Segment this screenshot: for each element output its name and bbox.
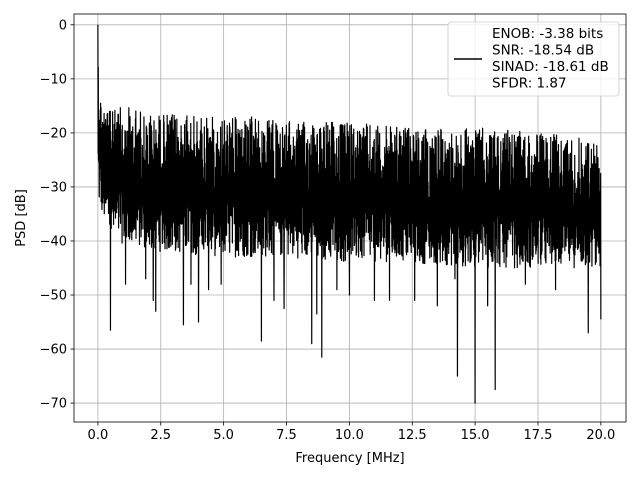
x-axis-label: Frequency [MHz] [295, 451, 404, 466]
x-tick-label: 12.5 [398, 428, 427, 443]
legend-box [447, 21, 620, 97]
legend-entry-sfdr: SFDR: 1.87 [492, 76, 567, 92]
x-tick-label: 15.0 [461, 428, 490, 443]
x-tick-label: 5.0 [213, 428, 234, 443]
psd-series-line [97, 24, 602, 404]
legend: ENOB: -3.38 bits SNR: -18.54 dB SINAD: -… [447, 21, 620, 97]
x-tick-label: 2.5 [150, 428, 171, 443]
legend-entry-sinad: SINAD: -18.61 dB [492, 59, 609, 75]
y-tick-label: −20 [40, 126, 67, 141]
y-tick-label: −40 [40, 234, 67, 249]
x-tick-label: 17.5 [524, 428, 553, 443]
x-tick-label: 20.0 [586, 428, 615, 443]
x-tick-label: 10.0 [335, 428, 364, 443]
ticks: 0.0 2.5 5.0 7.5 10.0 12.5 15.0 17.5 20.0 0 −10 −20 −… [40, 18, 616, 443]
y-tick-label: −60 [40, 343, 67, 358]
x-tick-label: 7.5 [276, 428, 297, 443]
y-axis-label: PSD [dB] [14, 189, 29, 247]
y-tick-label: −70 [40, 397, 67, 412]
y-tick-label: −50 [40, 289, 67, 304]
legend-entry-enob: ENOB: -3.38 bits [492, 26, 603, 42]
legend-entry-snr: SNR: -18.54 dB [492, 43, 594, 59]
y-tick-label: −30 [40, 180, 67, 195]
y-tick-label: 0 [59, 18, 67, 33]
plot-frame [73, 13, 627, 423]
x-tick-label: 0.0 [88, 428, 109, 443]
series-layer [97, 24, 602, 404]
y-tick-label: −10 [40, 72, 67, 87]
